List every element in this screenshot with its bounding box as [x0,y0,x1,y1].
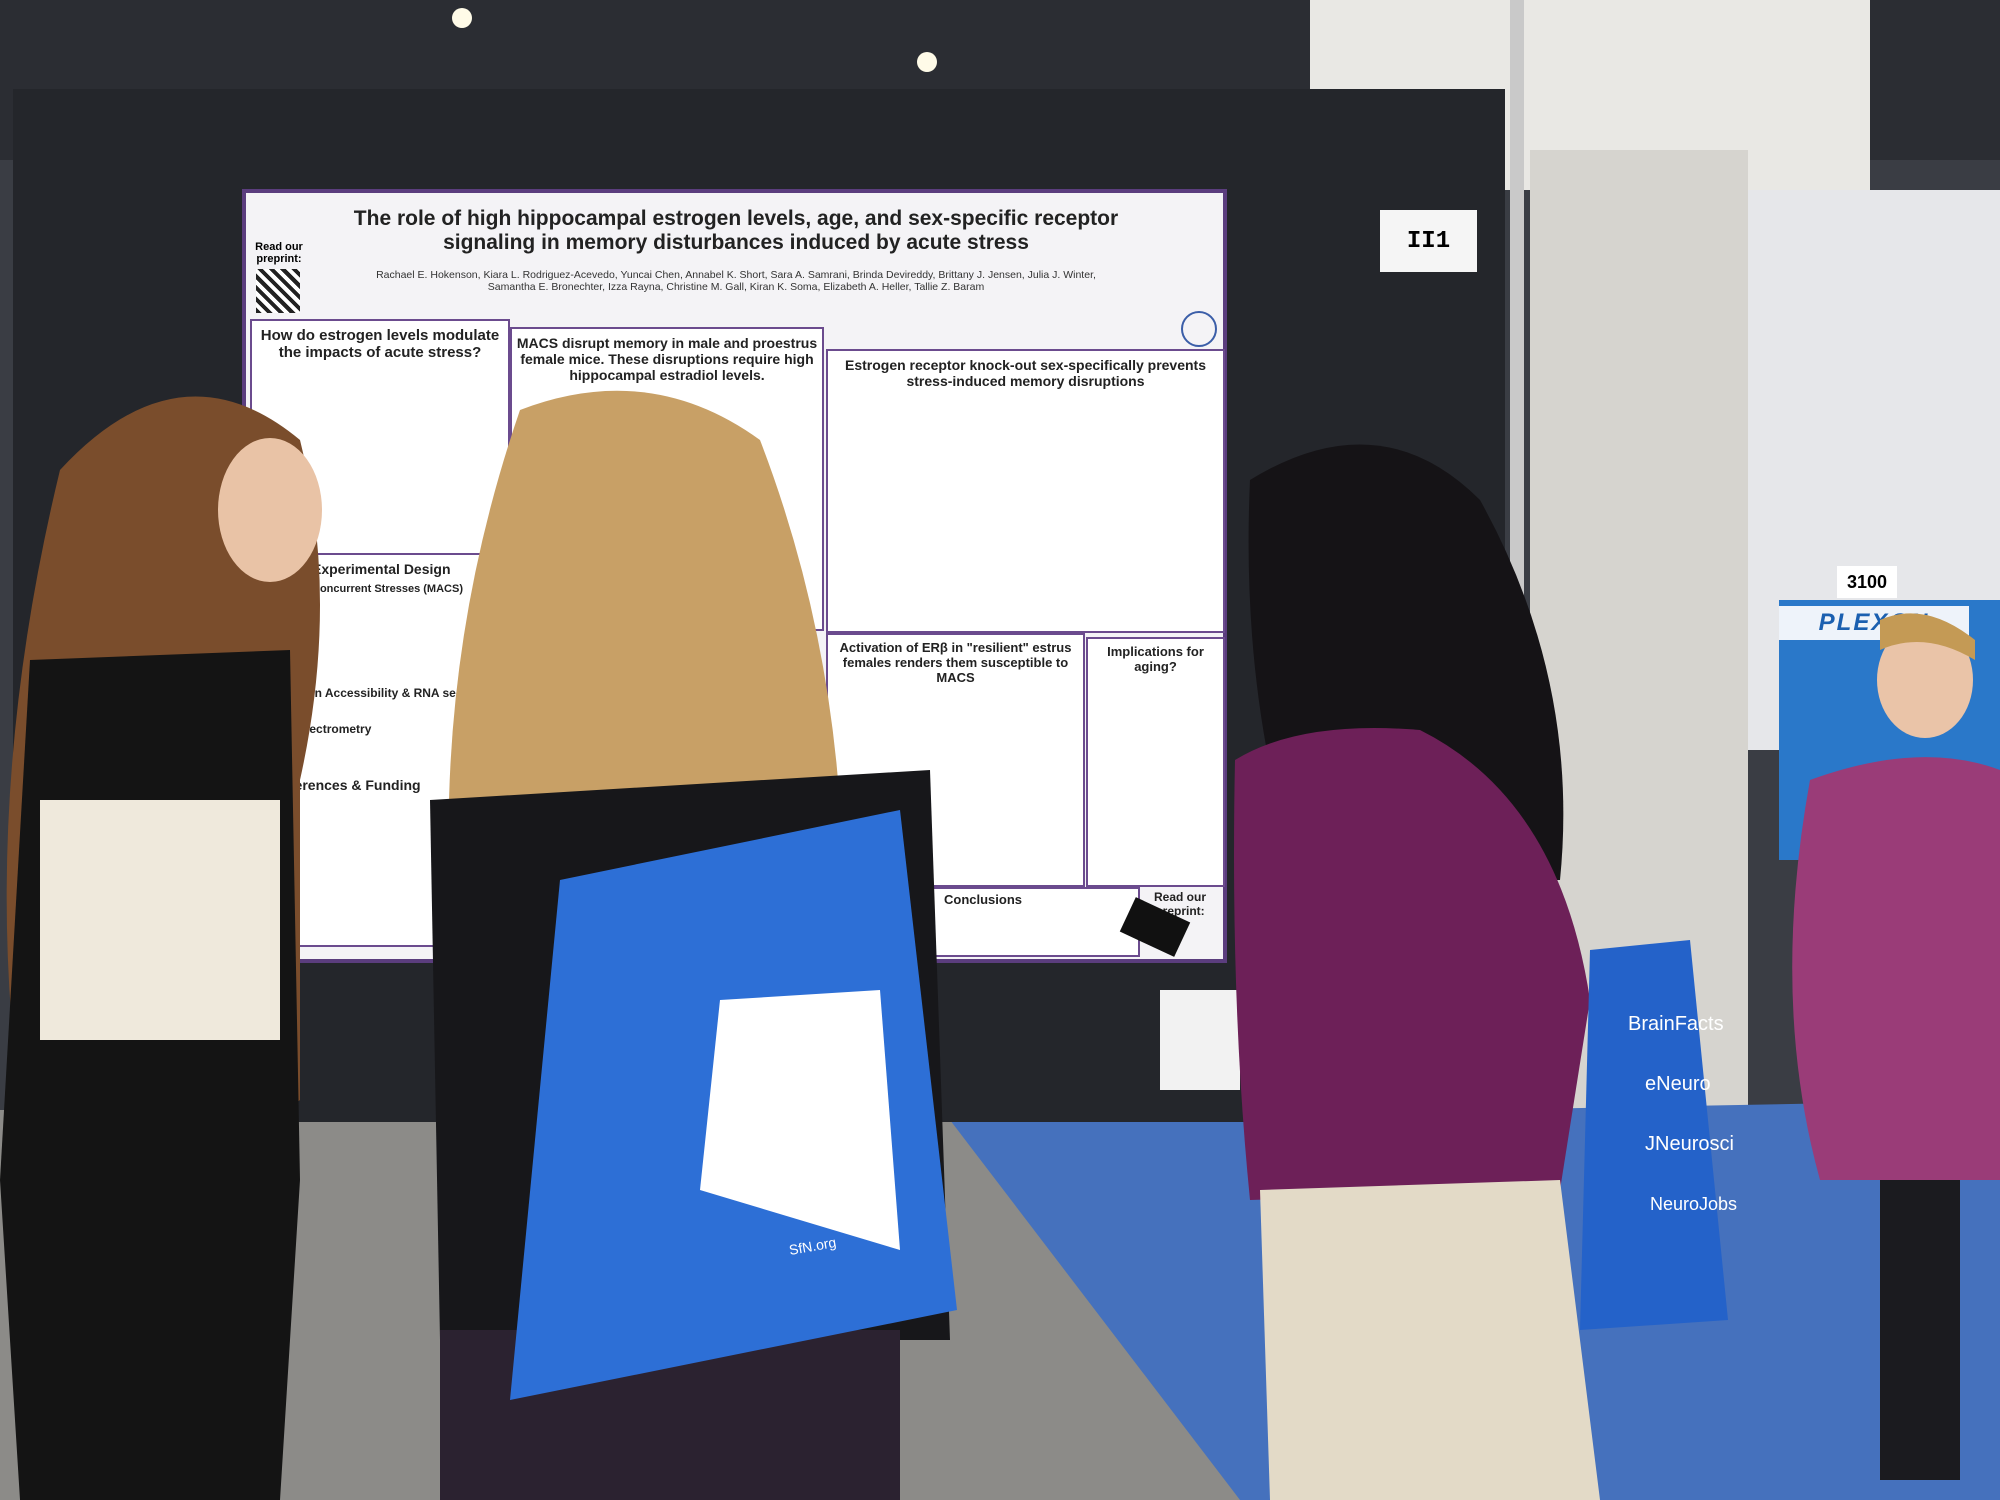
er-knockout-panel: Estrogen receptor knock-out sex-specific… [826,349,1225,633]
pole [1510,0,1524,1180]
exhibitor-sign: PLEXON [1779,606,1969,640]
section-heading: Experimental Design [312,561,451,577]
qr-code [256,269,300,313]
section-heading: How do estrogen levels modulate the impa… [260,327,500,362]
ceiling-light [917,52,937,72]
er-beta-panel: Activation of ERβ in "resilient" estrus … [826,633,1085,887]
preprint-label: Read our preprint: [1153,890,1206,918]
conclusions-panel: Conclusions [826,887,1140,957]
section-heading: Chromatin Accessibility & RNA seq [262,686,464,700]
section-heading: Estrogen receptor knock-out sex-specific… [844,357,1206,390]
university-logo [1181,311,1217,347]
section-heading: Mass spectrometry [262,722,372,736]
section-heading: Implications for aging? [1107,644,1204,674]
section-heading: Activation of ERβ in "resilient" estrus … [839,640,1072,685]
section-heading: References & Funding [272,777,421,793]
booth-sign: II1 [1380,210,1477,272]
section-heading: Concurrent Stresses (MACS) [312,583,463,595]
section-heading: Conclusions [943,892,1022,907]
macs-panel: MACS disrupt memory in male and proestru… [510,327,824,631]
poster: Read our preprint: The role of high hipp… [242,189,1227,963]
license-sign [1160,990,1240,1090]
methods-panel: Experimental Design Concurrent Stresses … [250,553,510,947]
pillar [1530,150,1748,1150]
poster-title: The role of high hippocampal estrogen le… [353,207,1119,255]
section-heading: MACS disrupt memory in male and proestru… [516,335,818,384]
poster-authors: Rachael E. Hokenson, Kiara L. Rodriguez-… [376,269,1096,293]
preprint-label: Read our preprint: [255,241,303,265]
booth-number: 3100 [1837,566,1897,598]
ceiling-light [452,8,472,28]
aging-panel: Implications for aging? [1086,637,1225,887]
